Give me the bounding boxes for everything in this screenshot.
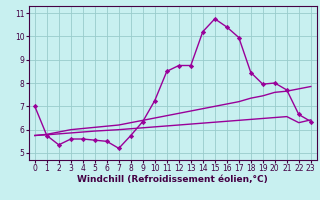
X-axis label: Windchill (Refroidissement éolien,°C): Windchill (Refroidissement éolien,°C) [77, 175, 268, 184]
